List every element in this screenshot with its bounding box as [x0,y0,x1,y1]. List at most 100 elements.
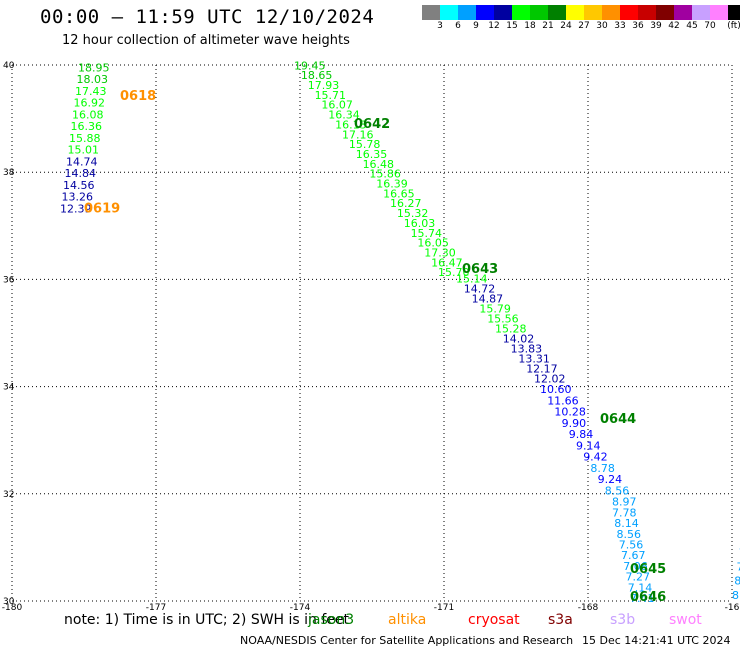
wave-height-value: 17.30 [424,246,456,259]
color-scale-label: 21 [542,21,554,31]
x-tick-label: -177 [146,603,166,613]
wave-height-value: 8.78 [590,462,615,475]
color-swatch [602,5,620,20]
satellite-jason3: jason3 [308,612,355,628]
wave-height-value: 16.48 [363,158,395,171]
wave-height-value: 13.83 [511,342,542,355]
wave-height-value: 16.03 [404,217,436,230]
color-scale-label: 42 [668,21,680,31]
wave-height-value: 9.14 [576,439,601,452]
color-swatch [494,5,512,20]
pass-number-label: 0618 [120,89,156,104]
color-scale-label: 36 [632,21,644,31]
wave-height-value: 14.72 [464,283,496,296]
generated-timestamp: 15 Dec 14:21:41 UTC 2024 [582,634,731,647]
color-scale-label: 18 [524,21,536,31]
color-swatch [458,5,476,20]
color-swatch [728,5,740,20]
wave-height-value: 16.36 [71,120,103,133]
wave-height-value: 16.13 [335,118,367,131]
color-swatch [674,5,692,20]
wave-height-value: 17.43 [75,85,107,98]
wave-height-value: 7.56 [619,538,644,551]
wave-height-value: 16.27 [390,197,422,210]
wave-height-value: 7.41 [630,592,655,605]
wave-height-value: 15.74 [411,227,443,240]
wave-height-value: 15.79 [479,303,511,316]
wave-height-value: 17.16 [342,128,374,141]
x-tick-label: -168 [578,603,599,613]
pass-number-label: 0646 [630,590,666,605]
wave-height-value: 15.32 [397,207,429,220]
wave-height-value: 10.60 [540,383,572,396]
color-swatch [638,5,656,20]
wave-height-value: 18.95 [78,61,110,74]
wave-height-value: 14.74 [66,155,98,168]
wave-height-value: 8.14 [614,517,639,530]
wave-height-value: 14.87 [472,293,504,306]
wave-height-value: 17.93 [308,79,340,92]
satellite-s3b: s3b [610,612,636,628]
wave-height-value: 18.03 [77,73,109,86]
wave-height-value: 7.67 [621,549,646,562]
color-scale-label: 3 [437,21,443,31]
wave-height-value: 15.71 [315,89,347,102]
color-swatch [476,5,494,20]
wave-height-value: 13.31 [518,352,550,365]
wave-height-value: 19.45 [294,59,326,72]
wave-height-value: 13.26 [62,191,94,204]
wave-height-value: 16.39 [376,178,408,191]
wave-height-value: 9.90 [562,417,587,430]
wave-height-value: 7.06 [623,560,648,573]
wave-height-value: 16.65 [383,187,415,200]
y-tick-label: 36 [3,275,15,285]
y-tick-label: 32 [3,490,14,500]
wave-height-value: 14.02 [503,332,535,345]
color-scale-labels: 3 6 9 12 15 18 21 24 27 30 33 36 39 42 45 70 (ft) [422,21,740,33]
color-scale-label: 70 [704,21,716,31]
wave-height-value: 12.02 [534,372,566,385]
wave-height-value: 9.24 [598,473,623,486]
color-swatch [692,5,710,20]
color-swatch [620,5,638,20]
color-scale-label: 27 [578,21,590,31]
wave-height-value: 15.70 [438,266,470,279]
x-tick-label: -16 [725,603,740,613]
wave-height-value: 14.84 [65,167,97,180]
wave-height-value: 16.05 [417,237,449,250]
y-tick-label: 38 [3,168,15,178]
wave-height-value: 15.56 [487,312,519,325]
pass-number-label: 0619 [84,201,120,216]
wave-height-value: 8.56 [605,484,630,497]
color-swatch [566,5,584,20]
color-scale-label: 33 [614,21,626,31]
color-swatch [512,5,530,20]
wave-height-value: 9.42 [583,451,608,464]
color-scale-label: (ft) [727,21,740,31]
pass-number-label: 0644 [600,412,636,427]
pass-labels: 061806190642064306440645064610311032 [84,89,666,605]
y-tick-label: 30 [3,597,15,607]
wave-height-value: 8.36 [732,589,740,602]
wave-height-value: 16.47 [431,256,463,269]
color-scale-label: 45 [686,21,698,31]
color-scale-bar [422,5,740,20]
color-scale-label: 39 [650,21,662,31]
wave-height-value: 9.84 [569,428,594,441]
wave-height-value: 7.78 [612,506,637,519]
axis-ticks: -180 -177 -174 -171 -168 -16 30 32 34 36 38 40 [2,61,740,613]
color-swatch [584,5,602,20]
wave-height-value: 7.14 [628,581,653,594]
color-swatch [710,5,728,20]
color-scale-label: 6 [455,21,461,31]
color-scale-label: 12 [488,21,500,31]
footer-note: note: 1) Time is in UTC; 2) SWH is in fe… [64,612,350,628]
satellite-cryosat: cryosat [468,612,520,628]
color-scale-label: 9 [473,21,479,31]
x-tick-label: -171 [434,603,454,613]
wave-height-value: 7.79 [739,546,740,559]
color-swatch [548,5,566,20]
wave-height-value: 15.28 [495,322,527,335]
wave-height-value: 7.92 [737,560,740,573]
